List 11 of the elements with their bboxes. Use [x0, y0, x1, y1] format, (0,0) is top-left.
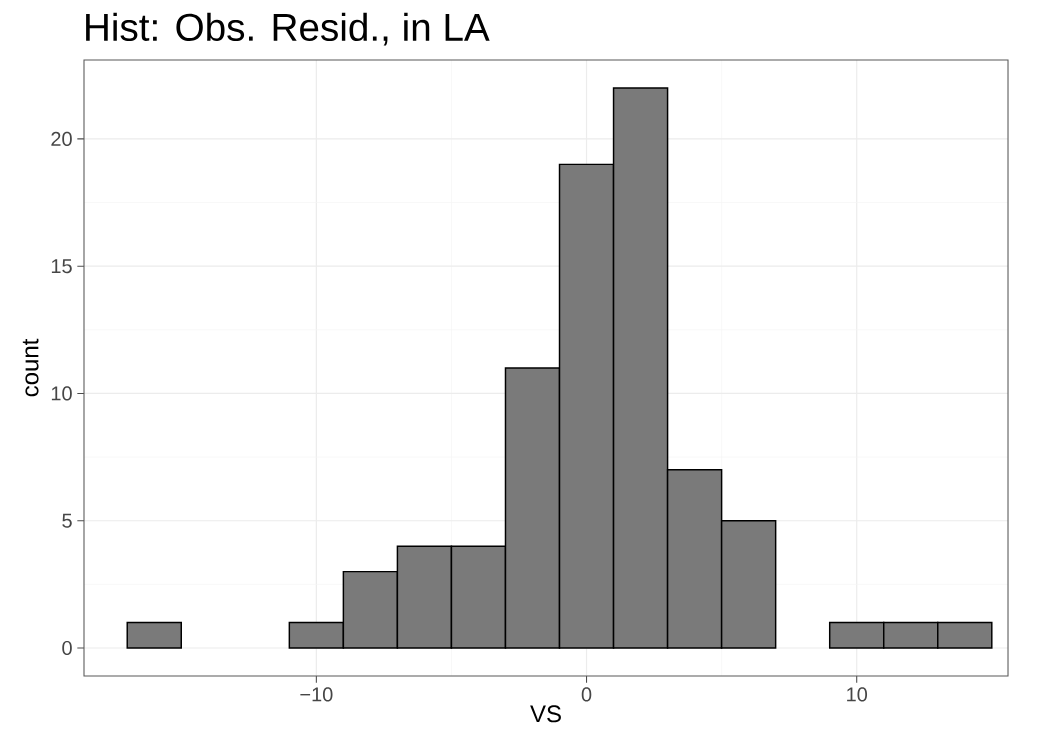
- y-tick-label: 20: [51, 131, 72, 146]
- y-tick-label: 5: [62, 513, 72, 528]
- x-tick-label: 0: [581, 687, 592, 702]
- chart-title: Hist: Obs. Resid., in LA: [86, 12, 490, 46]
- y-axis-title: count: [22, 338, 39, 397]
- y-tick-label: 10: [51, 386, 72, 401]
- x-axis-title: VS: [530, 705, 561, 723]
- x-tick-label: −10: [300, 687, 333, 702]
- x-tick-label: 10: [847, 687, 868, 702]
- y-tick-label: 15: [51, 259, 72, 274]
- y-tick-label: 0: [62, 640, 72, 656]
